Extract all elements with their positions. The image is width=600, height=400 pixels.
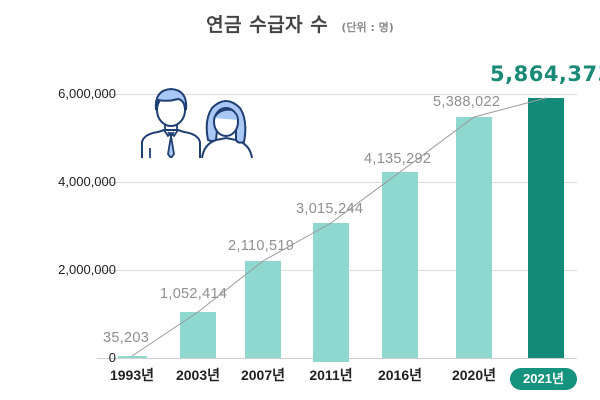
unit-label: (단위 : 명)	[341, 21, 394, 34]
value-label-2007: 2,110,519	[228, 238, 295, 254]
y-tick-0: 0	[108, 350, 116, 365]
bar-2021-highlight	[528, 98, 564, 358]
y-tick-4m: 4,000,000	[58, 174, 116, 189]
bar-2016	[382, 172, 418, 358]
bar-2007	[245, 261, 281, 358]
bar-2020	[456, 117, 492, 358]
y-tick-6m: 6,000,000	[58, 86, 116, 101]
value-label-2020: 5,388,022	[433, 94, 501, 110]
chart-title-row: 연금 수급자 수 (단위 : 명)	[0, 10, 600, 37]
x-label-2007: 2007년	[240, 367, 286, 383]
x-label-1993: 1993년	[109, 367, 155, 383]
gridline-6m	[97, 94, 577, 95]
value-label-2003: 1,052,414	[160, 286, 228, 302]
highlight-value-label: 5,864,373	[490, 62, 600, 86]
x-label-2003: 2003년	[175, 367, 221, 383]
value-label-1993: 35,203	[103, 330, 150, 346]
chart-title: 연금 수급자 수	[206, 14, 329, 36]
value-label-2016: 4,135,292	[364, 151, 432, 167]
bar-1993	[118, 356, 147, 358]
gridline-4m	[97, 182, 577, 183]
x-label-2016: 2016년	[377, 367, 423, 383]
x-label-2021-highlight-badge: 2021년	[510, 368, 577, 390]
y-tick-2m: 2,000,000	[58, 262, 116, 277]
value-label-2011: 3,015,244	[296, 201, 364, 217]
bar-2011	[313, 223, 349, 362]
people-icon	[141, 87, 253, 158]
bar-2003	[180, 312, 216, 358]
x-label-2011: 2011년	[309, 367, 353, 383]
x-label-2020: 2020년	[451, 367, 497, 383]
